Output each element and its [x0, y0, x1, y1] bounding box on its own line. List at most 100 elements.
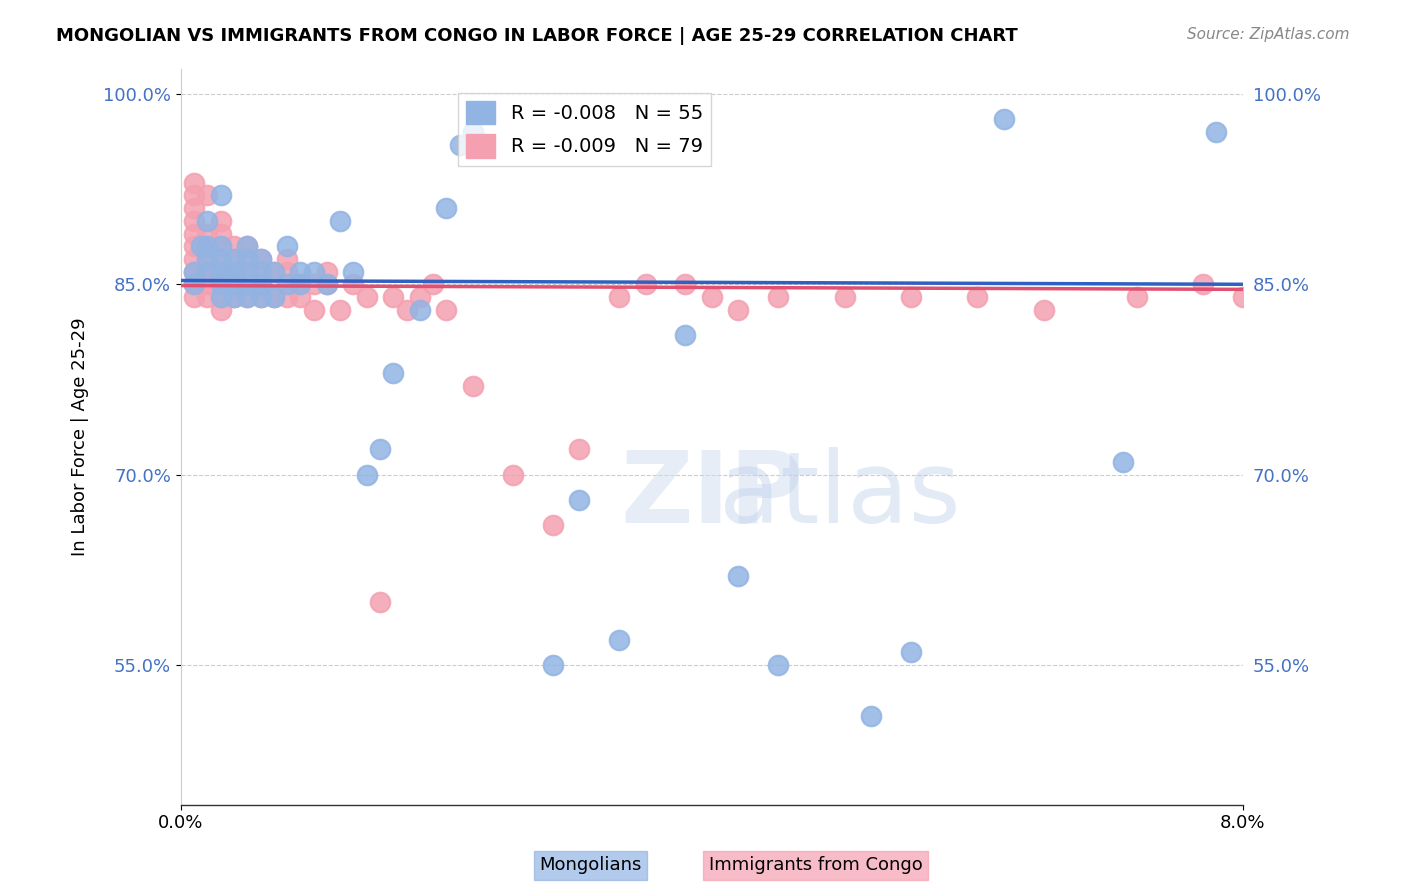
- Point: [1205, 125, 1227, 139]
- Point: [607, 632, 630, 647]
- Point: [461, 125, 484, 139]
- Point: [209, 290, 232, 304]
- Point: [197, 264, 219, 278]
- Point: [673, 277, 696, 292]
- Point: [727, 302, 749, 317]
- Point: [222, 290, 245, 304]
- Point: [249, 264, 271, 278]
- Point: [993, 112, 1015, 127]
- Point: [236, 252, 259, 266]
- Point: [197, 214, 219, 228]
- Legend: R = -0.008   N = 55, R = -0.009   N = 79: R = -0.008 N = 55, R = -0.009 N = 79: [458, 93, 710, 166]
- Point: [222, 252, 245, 266]
- Point: [315, 277, 337, 292]
- Point: [1032, 302, 1054, 317]
- Point: [197, 227, 219, 241]
- Point: [209, 290, 232, 304]
- Point: [1298, 290, 1320, 304]
- Point: [183, 290, 205, 304]
- Point: [236, 290, 259, 304]
- Point: [183, 188, 205, 202]
- Point: [422, 277, 444, 292]
- Point: [541, 518, 564, 533]
- Point: [263, 290, 285, 304]
- Point: [382, 366, 405, 380]
- Point: [290, 264, 312, 278]
- Point: [607, 290, 630, 304]
- Point: [315, 264, 337, 278]
- Point: [183, 264, 205, 278]
- Point: [236, 290, 259, 304]
- Point: [634, 277, 657, 292]
- Point: [302, 277, 325, 292]
- Point: [276, 252, 298, 266]
- Point: [409, 290, 432, 304]
- Point: [368, 442, 391, 457]
- Point: [966, 290, 988, 304]
- Point: [217, 264, 239, 278]
- Point: [209, 214, 232, 228]
- Point: [434, 201, 457, 215]
- Point: [209, 188, 232, 202]
- Point: [329, 302, 352, 317]
- Point: [197, 239, 219, 253]
- Point: [222, 252, 245, 266]
- Point: [1192, 277, 1215, 292]
- Point: [434, 302, 457, 317]
- Point: [568, 493, 591, 508]
- Text: MONGOLIAN VS IMMIGRANTS FROM CONGO IN LABOR FORCE | AGE 25-29 CORRELATION CHART: MONGOLIAN VS IMMIGRANTS FROM CONGO IN LA…: [56, 27, 1018, 45]
- Point: [700, 290, 723, 304]
- Point: [222, 264, 245, 278]
- Point: [183, 176, 205, 190]
- Point: [249, 277, 271, 292]
- Point: [329, 214, 352, 228]
- Text: Mongolians: Mongolians: [540, 856, 641, 874]
- Point: [276, 264, 298, 278]
- Point: [222, 290, 245, 304]
- Point: [197, 252, 219, 266]
- Point: [541, 658, 564, 673]
- Point: [395, 302, 418, 317]
- Point: [1364, 290, 1386, 304]
- Point: [290, 277, 312, 292]
- Text: ZIP: ZIP: [620, 447, 803, 544]
- Point: [860, 709, 883, 723]
- Point: [1244, 290, 1267, 304]
- Point: [249, 252, 271, 266]
- Point: [183, 277, 205, 292]
- Point: [900, 645, 922, 659]
- Point: [197, 252, 219, 266]
- Point: [236, 239, 259, 253]
- Point: [197, 239, 219, 253]
- Point: [673, 328, 696, 343]
- Point: [209, 252, 232, 266]
- Point: [727, 569, 749, 583]
- Point: [183, 277, 205, 292]
- Point: [183, 201, 205, 215]
- Point: [183, 227, 205, 241]
- Point: [183, 214, 205, 228]
- Point: [209, 252, 232, 266]
- Point: [263, 290, 285, 304]
- Point: [249, 290, 271, 304]
- Point: [1126, 290, 1149, 304]
- Point: [356, 467, 378, 482]
- Point: [568, 442, 591, 457]
- Point: [209, 264, 232, 278]
- Y-axis label: In Labor Force | Age 25-29: In Labor Force | Age 25-29: [72, 318, 89, 556]
- Point: [236, 239, 259, 253]
- Point: [263, 264, 285, 278]
- Point: [197, 290, 219, 304]
- Point: [197, 277, 219, 292]
- Point: [315, 277, 337, 292]
- Point: [368, 594, 391, 608]
- Point: [834, 290, 856, 304]
- Point: [209, 302, 232, 317]
- Point: [276, 290, 298, 304]
- Point: [209, 239, 232, 253]
- Point: [183, 264, 205, 278]
- Point: [209, 239, 232, 253]
- Point: [263, 264, 285, 278]
- Point: [502, 467, 524, 482]
- Point: [342, 264, 364, 278]
